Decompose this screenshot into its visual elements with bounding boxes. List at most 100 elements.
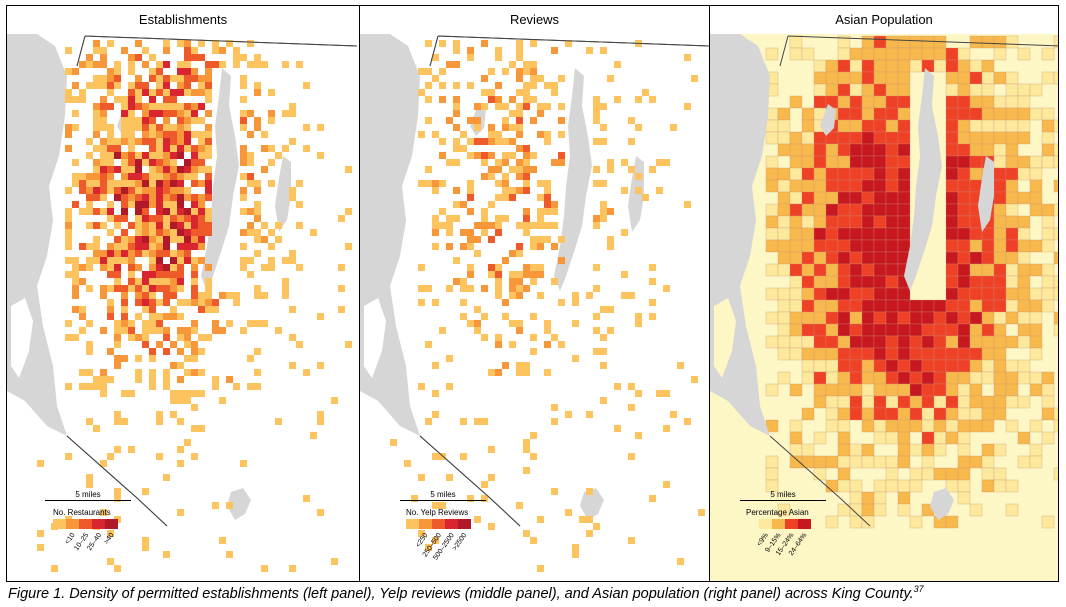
grid-cell [495, 159, 502, 166]
grid-cell [439, 138, 446, 145]
grid-cell [268, 159, 275, 166]
grid-cell [453, 278, 460, 285]
grid-cell [135, 180, 142, 187]
grid-cell [331, 558, 338, 565]
census-tract [981, 107, 995, 121]
census-tract [873, 239, 887, 253]
census-tract [825, 71, 839, 85]
census-tract [1029, 191, 1043, 205]
census-tract [777, 119, 791, 133]
census-tract [885, 359, 899, 373]
grid-cell [523, 89, 530, 96]
census-tract [837, 203, 851, 217]
census-tract [813, 323, 827, 337]
grid-cell [142, 194, 149, 201]
census-tract [957, 167, 971, 181]
grid-cell [481, 495, 488, 502]
grid-cell [544, 103, 551, 110]
grid-cell [205, 166, 212, 173]
grid-cell [177, 40, 184, 47]
grid-cell [530, 40, 537, 47]
grid-cell [467, 117, 474, 124]
grid-cell [72, 278, 79, 285]
census-tract [813, 347, 827, 361]
census-tract [993, 239, 1007, 253]
grid-cell [247, 355, 254, 362]
grid-cell [86, 208, 93, 215]
census-tract [933, 443, 947, 457]
census-tract [825, 191, 839, 205]
grid-cell [121, 103, 128, 110]
census-tract [849, 515, 863, 529]
census-tract [825, 155, 839, 169]
grid-cell [121, 229, 128, 236]
grid-cell [149, 278, 156, 285]
census-tract [969, 503, 983, 517]
grid-cell [593, 117, 600, 124]
grid-cell [184, 61, 191, 68]
census-tract [897, 443, 911, 457]
grid-cell [177, 61, 184, 68]
census-tract [861, 335, 875, 349]
legend-swatch [419, 519, 432, 529]
grid-cell [439, 208, 446, 215]
census-tract [897, 143, 911, 157]
census-tract [1017, 119, 1031, 133]
grid-cell [72, 306, 79, 313]
grid-cell [551, 201, 558, 208]
grid-cell [481, 334, 488, 341]
census-tract [861, 287, 875, 301]
grid-cell [128, 124, 135, 131]
legend: No. Restaurants <10 10–25 25–40 >40 [53, 508, 143, 555]
census-tract [813, 371, 827, 385]
grid-cell [114, 565, 121, 572]
grid-cell [163, 173, 170, 180]
grid-cell [635, 432, 642, 439]
grid-cell [247, 180, 254, 187]
grid-cell [100, 222, 107, 229]
grid-cell [600, 362, 607, 369]
grid-cell [198, 236, 205, 243]
grid-cell [460, 229, 467, 236]
census-tract [945, 395, 959, 409]
census-tract [945, 407, 959, 421]
census-tract [861, 191, 875, 205]
grid-cell [156, 68, 163, 75]
grid-cell [551, 243, 558, 250]
grid-cell [184, 327, 191, 334]
grid-cell [558, 299, 565, 306]
grid-cell [390, 439, 397, 446]
grid-cell [537, 180, 544, 187]
grid-cell [163, 75, 170, 82]
grid-cell [191, 208, 198, 215]
census-tract [861, 515, 875, 529]
census-tract [897, 95, 911, 109]
census-tract [885, 239, 899, 253]
grid-cell [65, 320, 72, 327]
census-tract [909, 311, 923, 325]
grid-cell [254, 229, 261, 236]
census-tract [813, 467, 827, 481]
census-tract [1041, 71, 1055, 85]
census-tract [933, 395, 947, 409]
census-tract [1041, 407, 1055, 421]
census-tract [1029, 311, 1043, 325]
grid-cell [439, 68, 446, 75]
grid-cell [635, 313, 642, 320]
census-tract [897, 431, 911, 445]
grid-cell [425, 180, 432, 187]
census-tract [1041, 143, 1055, 157]
grid-cell [107, 152, 114, 159]
grid-cell [247, 131, 254, 138]
census-tract [993, 479, 1007, 493]
census-tract [993, 215, 1007, 229]
census-tract [765, 467, 779, 481]
grid-cell [467, 285, 474, 292]
grid-cell [163, 117, 170, 124]
census-tract [777, 143, 791, 157]
census-tract [885, 71, 899, 85]
census-tract [981, 251, 995, 265]
grid-cell [439, 82, 446, 89]
census-tract [933, 335, 947, 349]
census-tract [1029, 179, 1043, 193]
